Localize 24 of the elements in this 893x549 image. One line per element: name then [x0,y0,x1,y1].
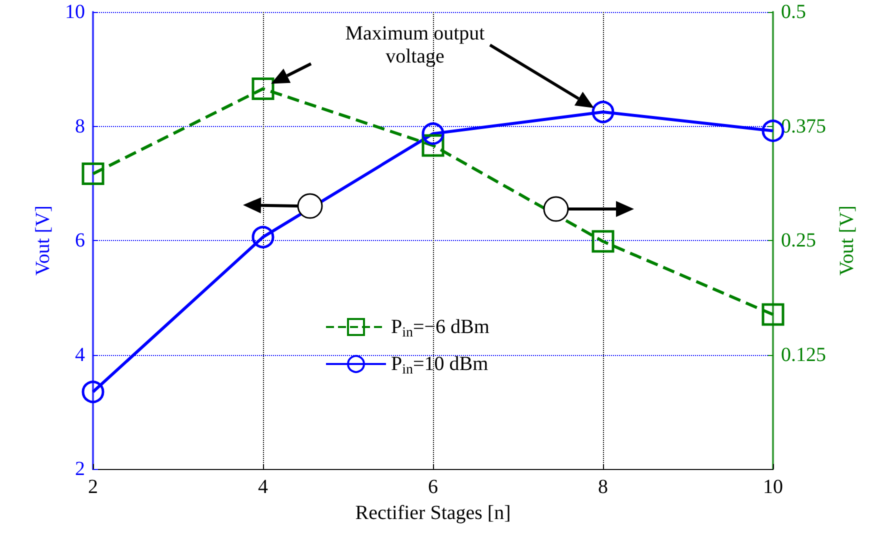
x-tick-label: 8 [598,476,608,498]
point [592,100,614,124]
y2-tick-label: 0.125 [781,344,826,366]
point [252,226,274,248]
y-tick-label: 2 [75,458,85,480]
y-tick-label: 8 [75,115,85,138]
point [592,230,614,253]
x-tick-label: 10 [763,476,783,498]
y-tick-label: 6 [75,230,85,252]
y2-axis-title: Vout [V] [836,205,858,276]
y-axis-title: Vout [V] [32,205,54,276]
annotation: Maximum output voltage [345,22,486,68]
x-tick-label: 4 [258,476,268,498]
point [82,162,104,186]
y-tick-label: 4 [75,344,85,366]
point [762,303,784,326]
x-tick-label: 6 [428,476,438,498]
x-axis-title: Rectifier Stages [n] [355,502,511,524]
y2-tick-label: 0.25 [781,230,816,252]
y2-tick-label: 0.5 [781,1,806,23]
point [252,78,274,100]
point [82,380,104,404]
y-tick-label: 10 [65,1,85,23]
point [422,122,444,145]
